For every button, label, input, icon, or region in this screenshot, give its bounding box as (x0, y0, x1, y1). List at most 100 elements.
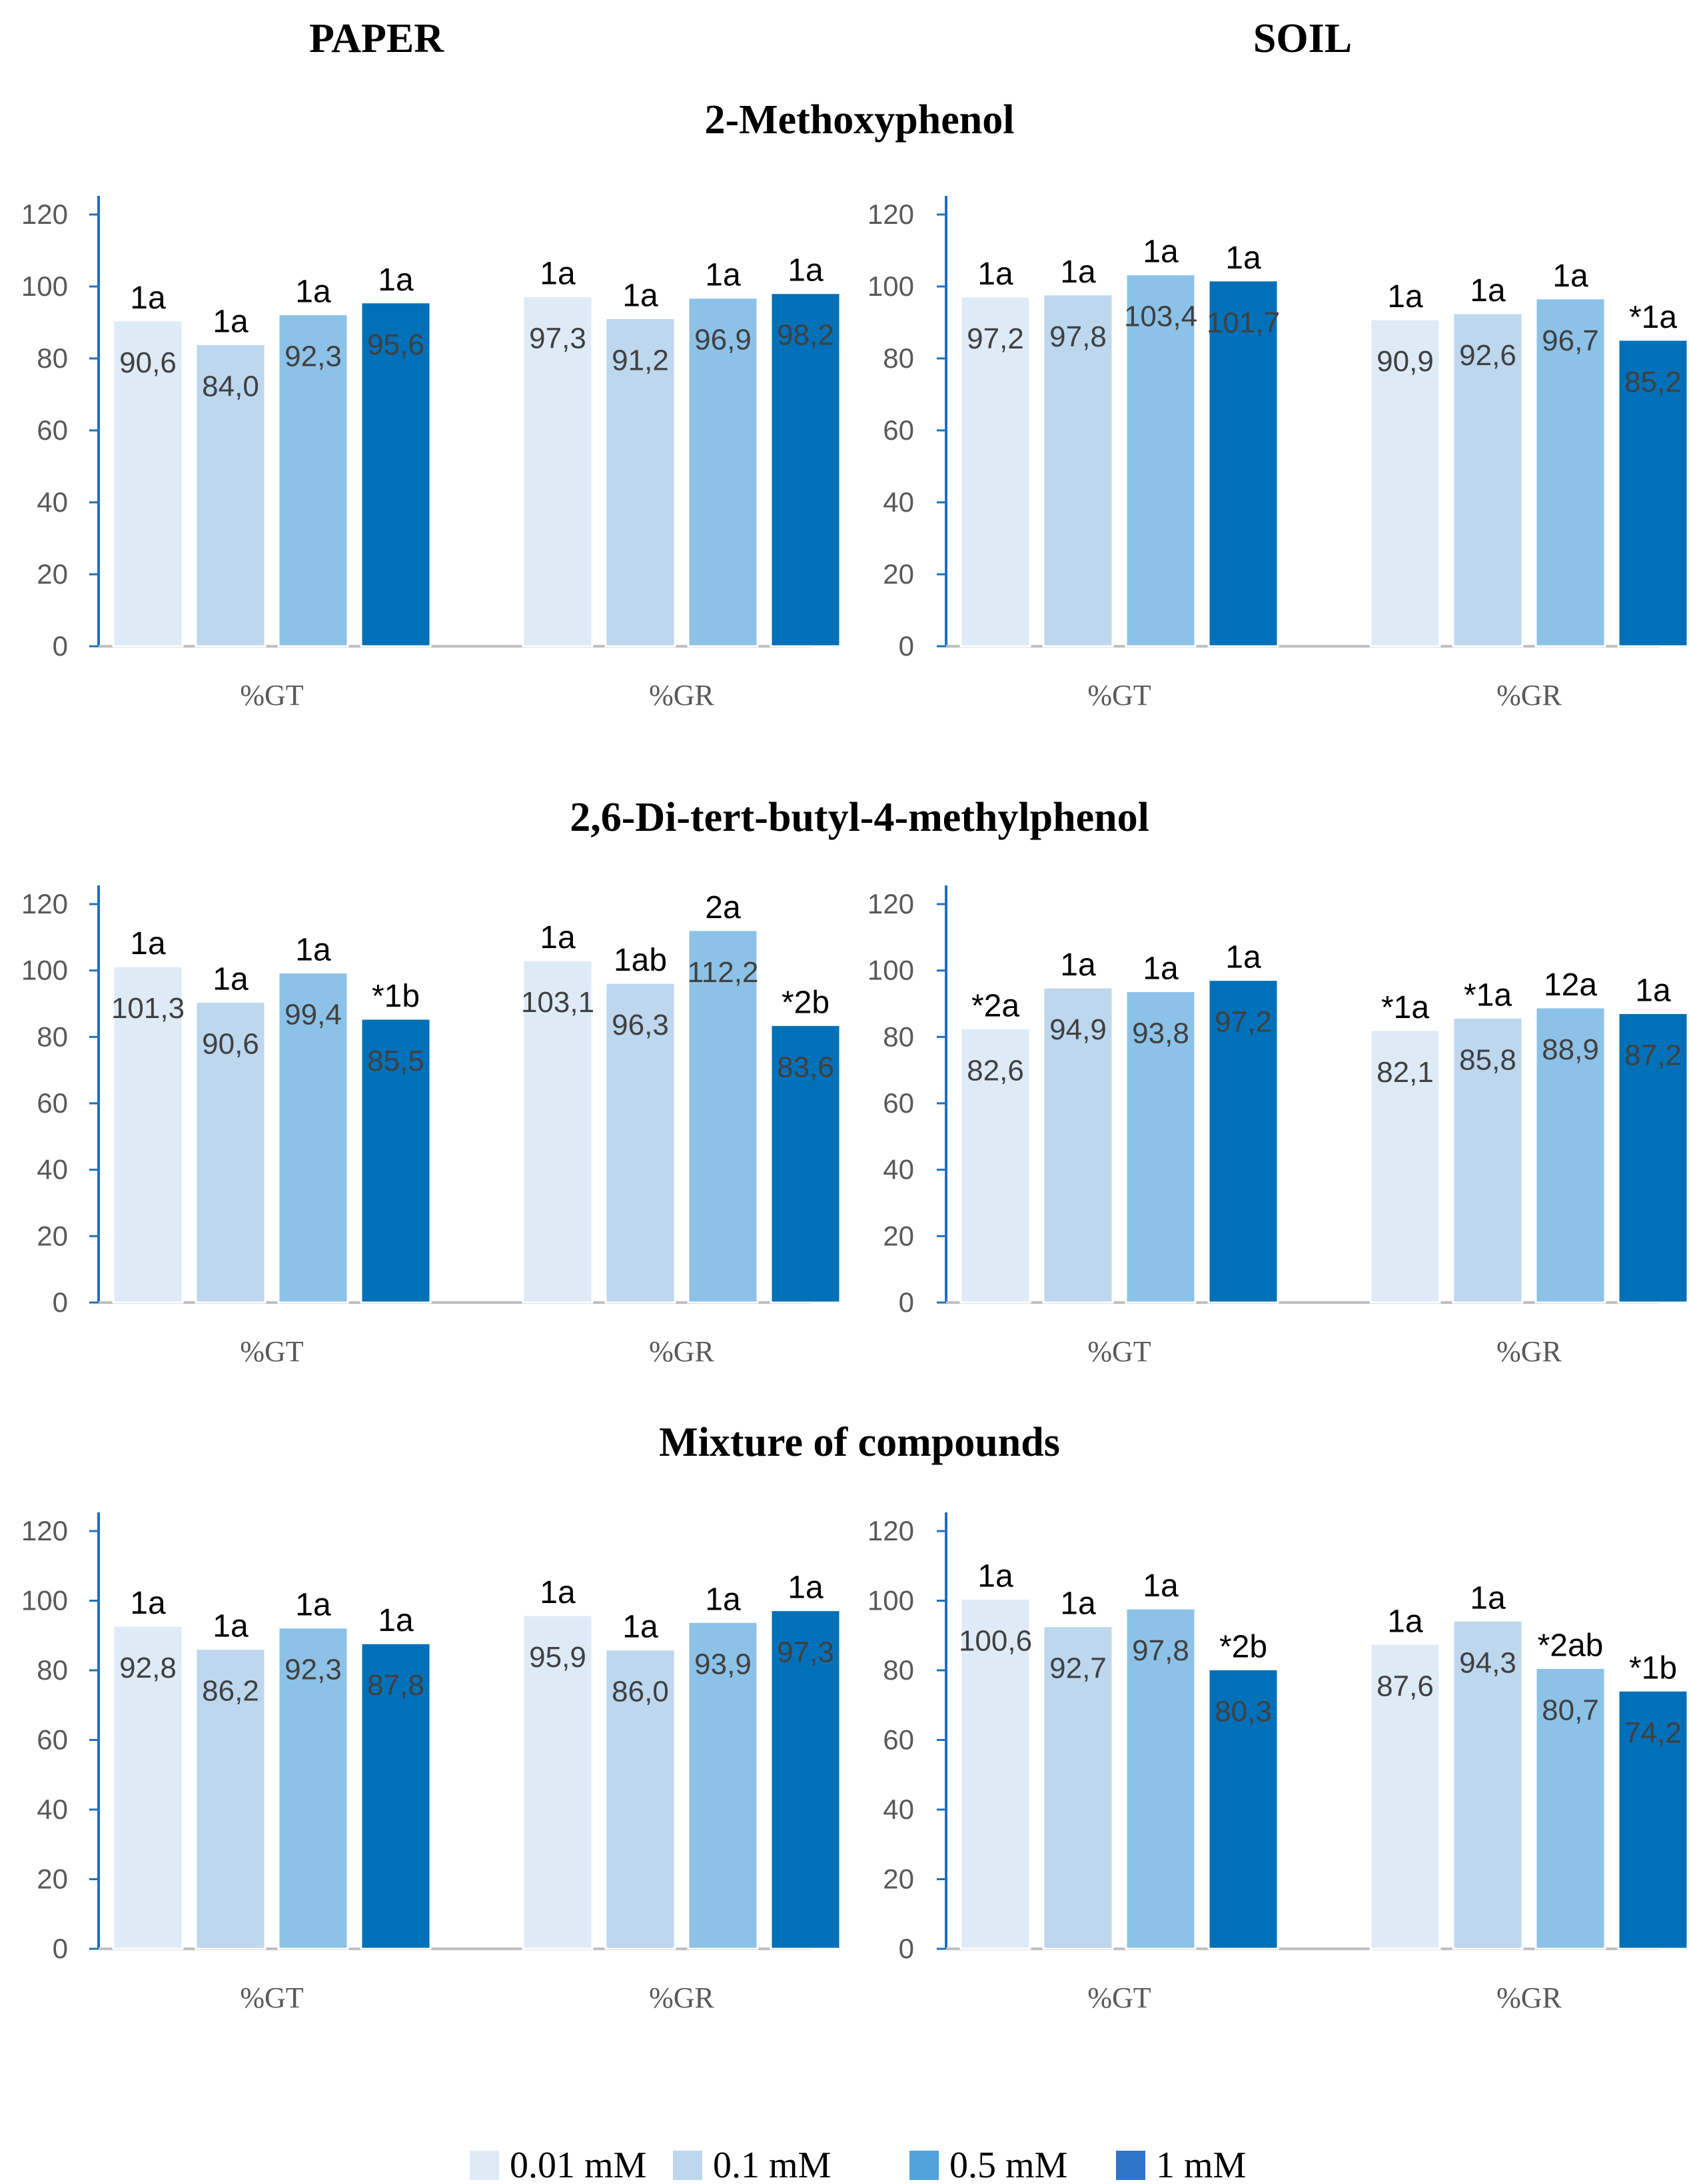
chart-3-paper-value-label-GT-4: 87,8 (367, 1669, 424, 1702)
legend-label-4: 1 mM (1156, 2145, 1246, 2184)
chart-3-paper-value-label-GR-4: 97,3 (777, 1636, 834, 1669)
chart-3-soil-xtick-GT: %GT (1087, 1981, 1151, 2014)
chart-3-paper-bar-GT-4 (360, 1642, 432, 1950)
chart-2-paper-sig-label-GT-4: *1b (372, 979, 420, 1014)
chart-3-paper-value-label-GR-3: 93,9 (694, 1648, 752, 1680)
chart-3-paper-bar-GR-3 (687, 1620, 759, 1950)
chart-1-soil-value-label-GR-1: 90,9 (1377, 345, 1434, 378)
chart-2-soil-value-label-GT-1: 82,6 (967, 1054, 1024, 1087)
chart-2-soil-ytick-100: 100 (867, 955, 914, 986)
chart-1-paper-value-label-GT-4: 95,6 (367, 328, 424, 361)
chart-2-paper-ytick-100: 100 (21, 955, 68, 986)
chart-1-soil-sig-label-GR-3: 1a (1552, 259, 1588, 294)
chart-2-paper-ytick-60: 60 (37, 1087, 68, 1119)
chart-3-soil-sig-label-GR-2: 1a (1470, 1580, 1506, 1616)
chart-3-paper-value-label-GT-3: 92,3 (284, 1654, 342, 1686)
row-title-2: 2,6-Di-tert-butyl-4-methylphenol (570, 795, 1149, 840)
chart-1-paper-bar-GT-3 (277, 313, 349, 648)
chart-1-paper-ytick-40: 40 (37, 486, 68, 518)
chart-1-paper-xtick-GR: %GR (649, 679, 714, 712)
chart-1-paper-sig-label-GR-3: 1a (705, 258, 741, 293)
chart-2-soil-bar-GT-2 (1042, 986, 1114, 1304)
chart-2-paper-ytick-80: 80 (37, 1021, 68, 1052)
chart-1-soil-ytick-40: 40 (883, 486, 914, 518)
chart-3-paper-ytick-80: 80 (37, 1654, 68, 1686)
chart-2-soil-xtick-GT: %GT (1087, 1335, 1151, 1368)
chart-2-paper-xtick-GT: %GT (240, 1335, 303, 1368)
chart-3-paper-sig-label-GT-2: 1a (213, 1609, 249, 1644)
chart-3-soil-ytick-120: 120 (867, 1515, 914, 1546)
chart-2-soil-ytick-80: 80 (883, 1021, 914, 1052)
chart-2-paper-sig-label-GR-3: 2a (705, 890, 741, 925)
chart-3-paper-xtick-GT: %GT (240, 1981, 303, 2014)
chart-3-paper-sig-label-GR-2: 1a (622, 1610, 658, 1645)
chart-3-soil-sig-label-GT-2: 1a (1060, 1586, 1096, 1622)
column-title-soil: SOIL (1253, 16, 1352, 61)
chart-1-soil-sig-label-GT-1: 1a (977, 257, 1013, 292)
chart-3-soil-ytick-100: 100 (867, 1585, 914, 1616)
chart-1-paper-bar-GR-2 (604, 317, 676, 648)
chart-2-soil-sig-label-GT-4: 1a (1225, 940, 1261, 975)
chart-3-paper-bar-GT-3 (277, 1626, 349, 1950)
chart-3-paper-value-label-GT-2: 86,2 (202, 1675, 259, 1708)
chart-3-paper-bar-GR-1 (522, 1614, 594, 1950)
chart-3-paper-value-label-GR-2: 86,0 (612, 1676, 669, 1708)
chart-3-soil-sig-label-GR-4: *1b (1629, 1650, 1677, 1686)
chart-3-paper-ytick-60: 60 (37, 1724, 68, 1756)
chart-1-soil-bar-GT-4 (1207, 279, 1279, 648)
chart-3-soil-sig-label-GR-3: *2ab (1538, 1628, 1604, 1663)
chart-1-paper-value-label-GR-1: 97,3 (529, 322, 586, 355)
chart-2-soil-ytick-20: 20 (883, 1220, 914, 1251)
chart-1-soil-ytick-60: 60 (883, 414, 914, 446)
chart-1-soil-sig-label-GT-2: 1a (1060, 255, 1096, 290)
chart-3-paper-xtick-GR: %GR (649, 1981, 714, 2014)
chart-2-soil-sig-label-GT-2: 1a (1060, 947, 1096, 983)
chart-1-soil-bar-GR-2 (1452, 312, 1524, 648)
legend-swatch-2 (673, 2151, 702, 2180)
chart-3-soil-bar-GR-2 (1452, 1619, 1524, 1950)
chart-2-paper-value-label-GT-1: 101,3 (111, 992, 185, 1025)
chart-3-paper-value-label-GR-1: 95,9 (529, 1641, 586, 1674)
chart-1-soil-value-label-GT-1: 97,2 (967, 322, 1024, 355)
legend-swatch-1 (470, 2151, 499, 2180)
chart-3-paper-bar-GR-4 (770, 1609, 842, 1950)
chart-2-paper-ytick-0: 0 (53, 1287, 68, 1318)
row-title-1: 2-Methoxyphenol (705, 97, 1015, 143)
chart-2-soil-bar-GT-1 (959, 1027, 1031, 1304)
chart-1-paper-sig-label-GR-4: 1a (788, 253, 824, 288)
chart-2-soil-sig-label-GT-3: 1a (1143, 951, 1179, 987)
chart-2-soil-bar-GT-3 (1125, 990, 1197, 1304)
chart-3-soil-bar-GR-3 (1534, 1666, 1606, 1950)
chart-2-soil-ytick-60: 60 (883, 1087, 914, 1119)
chart-2-soil-value-label-GT-3: 93,8 (1132, 1017, 1189, 1050)
chart-3-paper-sig-label-GR-4: 1a (788, 1570, 824, 1606)
chart-2-paper-bar-GR-3 (687, 929, 759, 1304)
chart-1-paper-sig-label-GR-2: 1a (622, 278, 658, 314)
chart-2-paper-xtick-GR: %GR (649, 1335, 714, 1368)
chart-1-soil-value-label-GT-4: 101,7 (1207, 306, 1280, 339)
chart-1-soil-sig-label-GT-4: 1a (1225, 241, 1261, 276)
chart-2-soil-value-label-GT-4: 97,2 (1215, 1006, 1272, 1039)
chart-2-paper-value-label-GR-2: 96,3 (612, 1009, 669, 1041)
chart-1-paper-sig-label-GR-1: 1a (540, 257, 576, 292)
legend-swatch-4 (1116, 2151, 1145, 2180)
chart-2-paper-value-label-GT-4: 85,5 (367, 1045, 424, 1077)
chart-2-soil-xtick-GR: %GR (1496, 1335, 1562, 1368)
chart-1-soil-value-label-GR-2: 92,6 (1459, 339, 1516, 372)
chart-2-paper-bar-GR-2 (604, 981, 676, 1304)
chart-1-paper-ytick-60: 60 (37, 414, 68, 446)
chart-2-paper-ytick-40: 40 (37, 1154, 68, 1185)
chart-1-soil-ytick-0: 0 (899, 630, 914, 662)
chart-3-soil-ytick-60: 60 (883, 1724, 914, 1756)
chart-3-soil-bar-GT-2 (1042, 1625, 1114, 1950)
column-title-paper: PAPER (309, 16, 444, 61)
chart-3-soil-bar-GR-1 (1369, 1642, 1441, 1950)
chart-1-soil-bar-GR-3 (1534, 297, 1606, 648)
chart-1-paper-sig-label-GT-4: 1a (378, 263, 414, 298)
chart-2-soil-bar-GR-4 (1617, 1011, 1689, 1304)
chart-1-soil-xtick-GR: %GR (1496, 679, 1562, 712)
chart-3-soil-value-label-GR-3: 80,7 (1542, 1694, 1599, 1726)
chart-1-paper-value-label-GT-3: 92,3 (284, 340, 342, 373)
chart-2-soil-bar-GR-1 (1369, 1029, 1441, 1304)
